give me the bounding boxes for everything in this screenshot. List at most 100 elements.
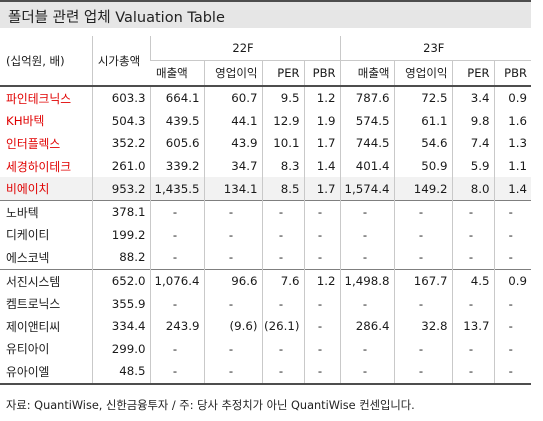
cell-per-23f: - [451, 223, 494, 247]
cell-sales-22f: - [149, 360, 204, 384]
cell-pbr-22f: - [303, 314, 340, 338]
table-title: 폴더블 관련 업체 Valuation Table [8, 10, 225, 26]
company-name: 켐트로닉스 [6, 297, 61, 312]
cell-per-22f: - [261, 337, 304, 361]
col-header-sales: 매출액 [339, 60, 394, 86]
cell-per-22f: 7.6 [261, 269, 304, 293]
cell-per-22f: 10.1 [261, 132, 304, 155]
cell-sales-22f: 339.2 [149, 154, 204, 178]
cell-op-profit-22f: 96.6 [203, 269, 262, 293]
header-row-groups: (십억원, 배) 시가총액 22F 23F [0, 36, 531, 86]
cell-sales-23f: 1,498.8 [339, 269, 394, 293]
table-row: 유티아이 299.0- - - - - - - - [0, 337, 531, 361]
cell-per-23f: 8.0 [451, 177, 494, 201]
cell-per-23f: - [451, 360, 494, 384]
company-name: 노바텍 [6, 205, 39, 220]
table-row: KH바텍 504.3 439.5 44.1 12.9 1.9 574.5 61.1 9.8 1.6 [0, 109, 531, 133]
valuation-table: (십억원, 배) 시가총액 22F 23F 매출액 영업이익 PER PBR 매… [0, 36, 531, 385]
cell-per-23f: 7.4 [451, 132, 494, 155]
col-header-op-profit: 영업이익 [203, 60, 262, 86]
cell-sales-23f: - [339, 360, 394, 384]
cell-pbr-22f: - [303, 246, 340, 270]
cell-sales-23f: 286.4 [339, 314, 394, 338]
cell-pbr-22f: - [303, 292, 340, 315]
cell-sales-22f: - [149, 337, 204, 361]
company-name: 에스코넥 [6, 250, 50, 265]
source-note: 자료: QuantiWise, 신한금융투자 / 주: 당사 추정치가 아닌 Q… [6, 399, 415, 412]
cell-op-profit-23f: 149.2 [393, 177, 452, 201]
group-header-23f: 23F [339, 36, 531, 61]
cell-pbr-23f: - [493, 223, 531, 247]
cell-sales-23f: - [339, 223, 394, 247]
cell-per-22f: 8.3 [261, 154, 304, 178]
market-cap-cell: 953.2 [91, 177, 150, 201]
cell-sales-22f: 664.1 [149, 86, 204, 110]
cell-op-profit-22f: 44.1 [203, 109, 262, 133]
cell-per-23f: 5.9 [451, 154, 494, 178]
table-row: 파인테크닉스 603.3 664.1 60.7 9.5 1.2 787.6 72.5 3.4 0.… [0, 86, 531, 110]
col-header-pbr: PBR [493, 60, 531, 86]
company-name: 서진시스템 [6, 274, 61, 289]
cell-pbr-22f: 1.2 [303, 269, 340, 293]
cell-per-22f: 9.5 [261, 86, 304, 110]
market-cap-cell: 352.2 [91, 132, 150, 155]
table-row: 제이앤티씨 334.4 243.9 (9.6) (26.1) -286.4 32.8 13.7… [0, 314, 531, 338]
cell-pbr-23f: - [493, 292, 531, 315]
cell-op-profit-23f: - [393, 246, 452, 270]
company-name: 파인테크닉스 [6, 91, 72, 106]
cell-op-profit-22f: 134.1 [203, 177, 262, 201]
col-header-per: PER [261, 60, 304, 86]
cell-op-profit-22f: 34.7 [203, 154, 262, 178]
col-header-op-profit: 영업이익 [393, 60, 452, 86]
cell-pbr-23f: 0.9 [493, 269, 531, 293]
company-name: KH바텍 [6, 114, 45, 129]
market-cap-cell: 48.5 [91, 360, 150, 384]
cell-op-profit-23f: - [393, 360, 452, 384]
cell-sales-22f: 1,076.4 [149, 269, 204, 293]
company-name: 비에이치 [0, 177, 92, 201]
cell-pbr-22f: 1.2 [303, 86, 340, 110]
cell-pbr-23f: - [493, 360, 531, 384]
cell-per-22f: 12.9 [261, 109, 304, 133]
cell-pbr-22f: 1.7 [303, 177, 340, 201]
col-header-sales: 매출액 [156, 66, 188, 80]
table-row: 에스코넥 88.2- - - - - - - - [0, 246, 531, 270]
cell-sales-23f: - [339, 200, 394, 224]
cell-per-23f: - [451, 292, 494, 315]
market-cap-cell: 334.4 [91, 314, 150, 338]
cell-sales-23f: - [339, 337, 394, 361]
cell-pbr-23f: - [493, 337, 531, 361]
market-cap-cell: 378.1 [91, 200, 150, 224]
cell-sales-22f: 439.5 [149, 109, 204, 133]
cell-pbr-22f: 1.4 [303, 154, 340, 178]
cell-per-23f: 4.5 [451, 269, 494, 293]
company-name: 인터플렉스 [6, 136, 61, 151]
cell-per-23f: 3.4 [451, 86, 494, 110]
cell-pbr-22f: - [303, 223, 340, 247]
cell-op-profit-23f: - [393, 200, 452, 224]
cell-op-profit-23f: 167.7 [393, 269, 452, 293]
cell-pbr-22f: - [303, 200, 340, 224]
table-title-bar: 폴더블 관련 업체 Valuation Table [0, 0, 531, 28]
company-name: 유아이엘 [6, 364, 50, 379]
cell-sales-23f: 744.5 [339, 132, 394, 155]
cell-sales-22f: - [149, 223, 204, 247]
cell-op-profit-22f: - [203, 292, 262, 315]
mktcap-header: 시가총액 [91, 36, 150, 86]
cell-sales-23f: 1,574.4 [339, 177, 394, 201]
cell-op-profit-22f: (9.6) [203, 314, 262, 338]
cell-op-profit-23f: 54.6 [393, 132, 452, 155]
cell-op-profit-22f: 43.9 [203, 132, 262, 155]
table-row: 노바텍 378.1- - - - - - - - [0, 200, 531, 224]
table-row: 세경하이테크 261.0 339.2 34.7 8.3 1.4 401.4 50.9 5.9 1.… [0, 154, 531, 178]
header-row-columns: 매출액 영업이익 PER PBR 매출액 영업이익 PER PBR [0, 60, 531, 86]
market-cap-cell: 88.2 [91, 246, 150, 270]
company-name: 디케이티 [6, 228, 50, 243]
cell-per-22f: 8.5 [261, 177, 304, 201]
cell-op-profit-23f: - [393, 292, 452, 315]
cell-op-profit-22f: - [203, 337, 262, 361]
cell-pbr-23f: - [493, 200, 531, 224]
cell-per-22f: - [261, 200, 304, 224]
cell-per-22f: - [261, 360, 304, 384]
cell-sales-23f: - [339, 246, 394, 270]
